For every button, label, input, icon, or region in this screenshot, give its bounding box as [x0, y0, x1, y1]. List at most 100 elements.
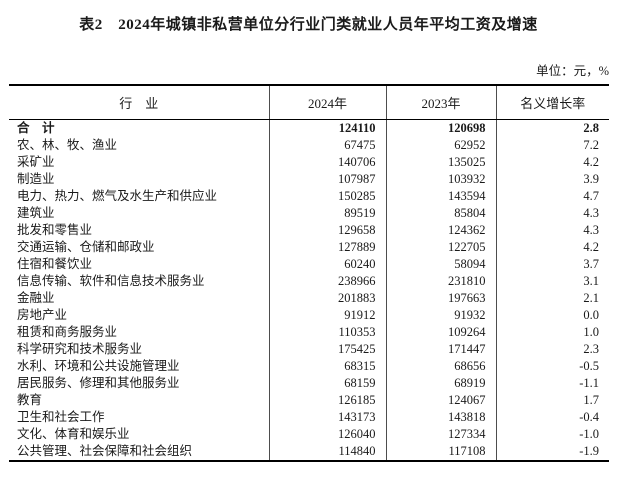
- table-row: 科学研究和技术服务业 175425 171447 2.3: [9, 341, 609, 358]
- cell-growth-value: 3.7: [495, 256, 609, 273]
- cell-2024-value: 127889: [268, 239, 386, 256]
- header-row: 行 业 2024年 2023年 名义增长率: [9, 85, 609, 120]
- page-title: 表2 2024年城镇非私营单位分行业门类就业人员年平均工资及增速: [79, 17, 538, 33]
- col-header-growth: 名义增长率: [495, 85, 609, 120]
- cell-2023-value: 103932: [385, 171, 496, 188]
- table-row: 农、林、牧、渔业 67475 62952 7.2: [9, 137, 609, 154]
- cell-2023-value: 135025: [385, 154, 496, 171]
- cell-2023-value: 91932: [385, 307, 496, 324]
- table-row: 住宿和餐饮业 60240 58094 3.7: [9, 256, 609, 273]
- cell-2024-value: 175425: [268, 341, 386, 358]
- cell-2023-value: 109264: [385, 324, 496, 341]
- cell-industry: 信息传输、软件和信息技术服务业: [17, 274, 205, 288]
- cell-industry: 电力、热力、燃气及水生产和供应业: [17, 189, 218, 203]
- cell-industry: 农、林、牧、渔业: [17, 138, 118, 152]
- cell-2023-value: 124362: [385, 222, 496, 239]
- cell-growth-value: 3.1: [495, 273, 609, 290]
- table-row: 信息传输、软件和信息技术服务业 238966 231810 3.1: [9, 273, 609, 290]
- cell-2024-value: 114840: [268, 443, 386, 461]
- cell-2024-value: 89519: [268, 205, 386, 222]
- table-row: 公共管理、社会保障和社会组织 114840 117108 -1.9: [9, 443, 609, 461]
- cell-2024-value: 150285: [268, 188, 386, 205]
- cell-industry: 卫生和社会工作: [17, 410, 105, 424]
- cell-2024-value: 67475: [268, 137, 386, 154]
- table-row: 租赁和商务服务业 110353 109264 1.0: [9, 324, 609, 341]
- cell-2023-value: 62952: [385, 137, 496, 154]
- cell-2024-value: 60240: [268, 256, 386, 273]
- cell-growth-value: 2.1: [495, 290, 609, 307]
- cell-growth-value: 1.7: [495, 392, 609, 409]
- cell-2023-value: 143594: [385, 188, 496, 205]
- cell-growth-value: -1.9: [495, 443, 609, 461]
- cell-industry: 批发和零售业: [17, 223, 93, 237]
- cell-growth-value: -1.0: [495, 426, 609, 443]
- cell-2023-value: 68656: [385, 358, 496, 375]
- unit-note: 单位：元，%: [536, 64, 609, 78]
- cell-industry: 建筑业: [17, 206, 55, 220]
- cell-growth-value: 0.0: [495, 307, 609, 324]
- cell-growth-value: 4.2: [495, 154, 609, 171]
- cell-2024-value: 124110: [268, 119, 386, 137]
- cell-2024-value: 238966: [268, 273, 386, 290]
- cell-growth-value: 2.3: [495, 341, 609, 358]
- cell-growth-value: 3.9: [495, 171, 609, 188]
- cell-2023-value: 120698: [385, 119, 496, 137]
- table-row: 水利、环境和公共设施管理业 68315 68656 -0.5: [9, 358, 609, 375]
- cell-growth-value: 4.7: [495, 188, 609, 205]
- table-row: 采矿业 140706 135025 4.2: [9, 154, 609, 171]
- cell-2023-value: 127334: [385, 426, 496, 443]
- cell-2024-value: 91912: [268, 307, 386, 324]
- cell-2023-value: 143818: [385, 409, 496, 426]
- table-row: 建筑业 89519 85804 4.3: [9, 205, 609, 222]
- cell-industry: 住宿和餐饮业: [17, 257, 93, 271]
- cell-2023-value: 58094: [385, 256, 496, 273]
- cell-2023-value: 68919: [385, 375, 496, 392]
- table-row: 金融业 201883 197663 2.1: [9, 290, 609, 307]
- cell-growth-value: 4.3: [495, 222, 609, 239]
- cell-2024-value: 129658: [268, 222, 386, 239]
- cell-industry: 采矿业: [17, 155, 55, 169]
- cell-growth-value: 4.3: [495, 205, 609, 222]
- cell-2024-value: 140706: [268, 154, 386, 171]
- wage-table: 行 业 2024年 2023年 名义增长率 合 计 124110 120698 2.8…: [9, 84, 609, 462]
- cell-2023-value: 117108: [385, 443, 496, 461]
- cell-2024-value: 107987: [268, 171, 386, 188]
- cell-industry: 制造业: [17, 172, 55, 186]
- cell-industry: 租赁和商务服务业: [17, 325, 118, 339]
- cell-2024-value: 126185: [268, 392, 386, 409]
- cell-growth-value: 7.2: [495, 137, 609, 154]
- table-row: 教育 126185 124067 1.7: [9, 392, 609, 409]
- cell-2023-value: 171447: [385, 341, 496, 358]
- cell-growth-value: 1.0: [495, 324, 609, 341]
- cell-2024-value: 126040: [268, 426, 386, 443]
- cell-2023-value: 122705: [385, 239, 496, 256]
- cell-industry: 交通运输、仓储和邮政业: [17, 240, 155, 254]
- cell-industry: 水利、环境和公共设施管理业: [17, 359, 180, 373]
- cell-2024-value: 68315: [268, 358, 386, 375]
- cell-industry: 文化、体育和娱乐业: [17, 427, 130, 441]
- col-header-2023: 2023年: [385, 85, 496, 120]
- table-row: 批发和零售业 129658 124362 4.3: [9, 222, 609, 239]
- cell-2023-value: 124067: [385, 392, 496, 409]
- cell-growth-value: 2.8: [495, 119, 609, 137]
- cell-industry: 房地产业: [17, 308, 68, 322]
- cell-2024-value: 110353: [268, 324, 386, 341]
- table-row: 文化、体育和娱乐业 126040 127334 -1.0: [9, 426, 609, 443]
- cell-2023-value: 85804: [385, 205, 496, 222]
- col-header-2024: 2024年: [268, 85, 386, 120]
- table-row: 制造业 107987 103932 3.9: [9, 171, 609, 188]
- table-row: 电力、热力、燃气及水生产和供应业 150285 143594 4.7: [9, 188, 609, 205]
- table-body: 合 计 124110 120698 2.8 农、林、牧、渔业 67475 62952 7.2 采…: [9, 119, 609, 461]
- table-row: 房地产业 91912 91932 0.0: [9, 307, 609, 324]
- table-row: 合 计 124110 120698 2.8: [9, 119, 609, 137]
- table-row: 居民服务、修理和其他服务业 68159 68919 -1.1: [9, 375, 609, 392]
- col-header-industry: 行 业: [9, 85, 269, 120]
- cell-2023-value: 231810: [385, 273, 496, 290]
- cell-industry: 教育: [17, 393, 43, 407]
- cell-industry: 合 计: [17, 121, 55, 135]
- cell-industry: 科学研究和技术服务业: [17, 342, 143, 356]
- cell-industry: 公共管理、社会保障和社会组织: [17, 444, 193, 458]
- cell-industry: 居民服务、修理和其他服务业: [17, 376, 180, 390]
- cell-growth-value: 4.2: [495, 239, 609, 256]
